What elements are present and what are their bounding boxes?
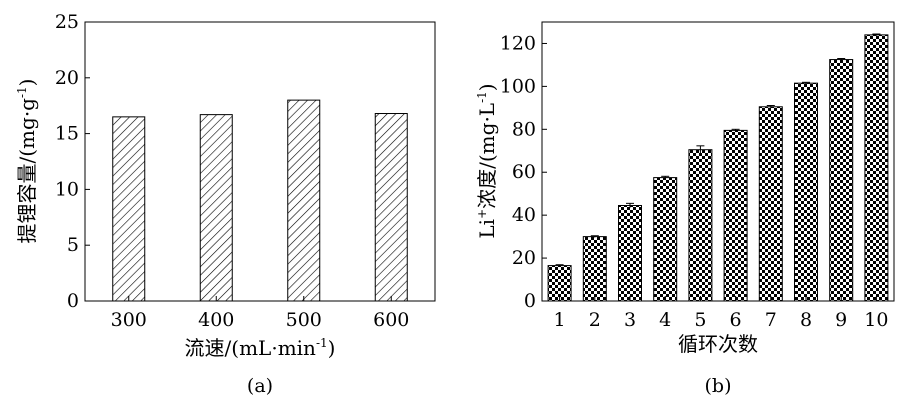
chart-a-xticks: 300 400 500 600 xyxy=(111,296,409,331)
chart-a-bar xyxy=(112,116,146,302)
chart-b-xtick-label: 5 xyxy=(694,309,706,331)
chart-b-xtick-label: 10 xyxy=(864,309,888,331)
chart-b-ytick-label: 60 xyxy=(512,161,536,183)
chart-b-xtick-label: 6 xyxy=(730,309,742,331)
chart-b-yticks: 0 20 40 60 80 100 120 xyxy=(500,32,547,312)
chart-b-ytick-label: 20 xyxy=(512,247,536,269)
chart-b-bars xyxy=(547,33,889,302)
chart-b-xtick-label: 7 xyxy=(765,309,777,331)
chart-b-bar xyxy=(864,34,889,302)
chart-b-ytick-label: 40 xyxy=(512,204,536,226)
chart-a-xtick-label: 400 xyxy=(198,309,234,331)
chart-b-bar xyxy=(653,177,678,302)
chart-b-xtick-label: 1 xyxy=(554,309,566,331)
chart-b-xtick-label: 3 xyxy=(624,309,636,331)
chart-b-ytick-label: 0 xyxy=(524,290,536,312)
chart-b-ytick-label: 100 xyxy=(500,75,536,97)
chart-a-xtick-label: 500 xyxy=(286,309,322,331)
chart-a-panel-label: (a) xyxy=(247,375,273,397)
chart-b-xtick-label: 4 xyxy=(659,309,671,331)
chart-b-xtick-label: 8 xyxy=(800,309,812,331)
chart-a-xlabel: 流速/(mL·min-1) xyxy=(185,336,336,360)
chart-b-ylabel: Li+浓度/(mg·L-1) xyxy=(475,83,499,238)
chart-b-xticks: 1 2 3 4 5 6 7 8 9 10 xyxy=(554,296,888,331)
chart-b-bar xyxy=(723,129,748,302)
chart-a-ytick-label: 0 xyxy=(67,290,79,312)
chart-a-bar xyxy=(199,114,233,302)
chart-a-xtick-label: 600 xyxy=(373,309,409,331)
chart-a-plot-frame xyxy=(84,21,436,302)
chart-b-bar xyxy=(582,236,607,302)
chart-b-xtick-label: 2 xyxy=(589,309,601,331)
chart-b: 0 20 40 60 80 100 120 1 2 3 4 5 6 7 8 9 10 Li+浓度/(mg·L-… xyxy=(475,21,895,397)
chart-b-bar xyxy=(758,106,783,302)
chart-b-bar xyxy=(794,82,818,302)
chart-b-plot-frame xyxy=(541,21,895,302)
chart-b-bar xyxy=(688,149,713,302)
chart-a-ytick-label: 25 xyxy=(55,11,79,33)
chart-a-bar xyxy=(374,113,408,302)
chart-b-ytick-label: 80 xyxy=(512,118,536,140)
chart-a-ytick-label: 15 xyxy=(55,123,79,145)
chart-b-bar xyxy=(829,59,854,302)
chart-a-yticks: 0 5 10 15 20 25 xyxy=(55,11,90,312)
chart-a: 0 5 10 15 20 25 300 400 500 600 提锂容量/(mg·g-1) 流速… xyxy=(15,11,436,397)
chart-a-bar xyxy=(287,99,321,302)
chart-a-ytick-label: 5 xyxy=(67,234,79,256)
chart-b-bar xyxy=(618,204,642,302)
chart-a-ytick-label: 20 xyxy=(55,67,79,89)
chart-b-xlabel: 循环次数 xyxy=(678,332,758,356)
chart-a-ylabel: 提锂容量/(mg·g-1) xyxy=(15,79,39,244)
chart-b-bar xyxy=(547,265,572,302)
chart-b-panel-label: (b) xyxy=(705,375,732,397)
chart-a-bars xyxy=(112,99,408,302)
chart-b-ytick-label: 120 xyxy=(500,32,536,54)
chart-b-xtick-label: 9 xyxy=(835,309,847,331)
chart-a-ytick-label: 10 xyxy=(55,178,79,200)
chart-a-xtick-label: 300 xyxy=(111,309,147,331)
